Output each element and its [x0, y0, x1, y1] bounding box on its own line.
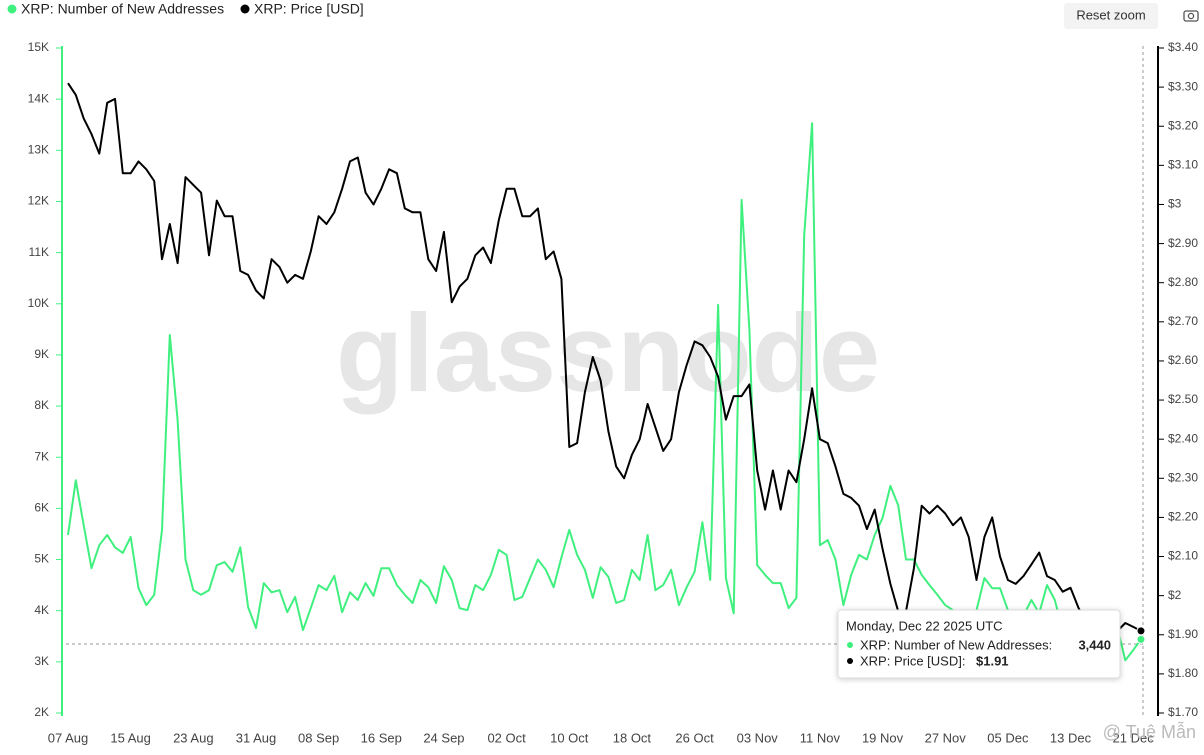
x-tick-label: 11 Nov	[800, 730, 841, 745]
y2-tick-label: $3.40	[1168, 40, 1198, 54]
tooltip-value: 3,440	[1078, 637, 1111, 652]
legend-marker	[240, 4, 250, 14]
y2-tick-label: $3.10	[1168, 158, 1198, 172]
reset-zoom-button[interactable]	[1064, 3, 1158, 29]
tooltip-box	[837, 609, 1121, 679]
y2-tick-label: $2.40	[1168, 431, 1198, 445]
x-tick-label: 26 Oct	[675, 730, 714, 745]
x-tick-label: 07 Aug	[48, 730, 89, 745]
y2-tick-label: $2.90	[1168, 236, 1198, 250]
x-tick-label: 23 Aug	[173, 730, 214, 745]
y-tick-label: 6K	[34, 501, 49, 515]
y-tick-label: 5K	[34, 552, 49, 566]
y2-tick-label: $2.20	[1168, 510, 1198, 524]
y2-tick-label: $2.80	[1168, 275, 1198, 289]
y-tick-label: 3K	[34, 654, 49, 668]
legend-marker	[7, 4, 17, 14]
hover-point	[1136, 634, 1146, 644]
x-tick-label: 03 Nov	[737, 730, 779, 745]
tooltip-marker	[847, 658, 853, 664]
y-tick-label: 12K	[28, 194, 49, 208]
watermark: glassnode	[336, 292, 880, 415]
x-tick-label: 15 Aug	[110, 730, 151, 745]
y-tick-label: 11K	[29, 245, 49, 259]
x-tick-label: 16 Sep	[361, 730, 402, 745]
y2-tick-label: $3	[1168, 197, 1182, 211]
y-tick-label: 15K	[28, 40, 49, 54]
x-tick-label: 21 Dec	[1113, 730, 1155, 745]
y2-tick-label: $3.30	[1168, 79, 1198, 93]
y2-tick-label: $2.60	[1168, 353, 1198, 367]
x-tick-label: 13 Dec	[1050, 730, 1092, 745]
legend-label[interactable]: XRP: Number of New Addresses	[21, 1, 224, 17]
tooltip-label: XRP: Price [USD]:	[860, 653, 965, 668]
tooltip: Monday, Dec 22 2025 UTC XRP: Number of N…	[837, 609, 1121, 679]
x-tick-label: 08 Sep	[298, 730, 339, 745]
camera-icon[interactable]	[1183, 10, 1199, 22]
y2-tick-label: $1.90	[1168, 627, 1198, 641]
tooltip-label: XRP: Number of New Addresses:	[860, 637, 1052, 652]
x-tick-label: 19 Nov	[862, 730, 904, 745]
hover-point	[1136, 626, 1146, 636]
x-tick-label: 05 Dec	[987, 730, 1029, 745]
y-tick-label: 7K	[34, 449, 49, 463]
x-tick-label: 18 Oct	[613, 730, 652, 745]
legend-label[interactable]: XRP: Price [USD]	[254, 1, 364, 17]
y-tick-label: 2K	[34, 705, 49, 719]
series-line	[67, 82, 1142, 644]
y2-tick-label: $1.70	[1168, 705, 1198, 719]
y2-tick-label: $1.80	[1168, 666, 1198, 680]
y-tick-label: 4K	[34, 603, 49, 617]
y-tick-label: 8K	[34, 398, 49, 412]
credit: @ Tuệ Mẫn	[1103, 721, 1196, 742]
y-tick-label: 9K	[34, 347, 49, 361]
y2-tick-label: $2.70	[1168, 314, 1198, 328]
tooltip-value: $1.91	[976, 653, 1009, 668]
y2-tick-label: $2.30	[1168, 470, 1198, 484]
y2-tick-label: $2	[1168, 588, 1182, 602]
x-tick-label: 31 Aug	[236, 730, 277, 745]
y2-tick-label: $2.10	[1168, 549, 1198, 563]
y-tick-label: 13K	[28, 142, 49, 156]
tooltip-marker	[847, 642, 853, 648]
y-tick-label: 14K	[28, 91, 49, 105]
x-tick-label: 02 Oct	[487, 730, 526, 745]
x-tick-label: 27 Nov	[925, 730, 967, 745]
x-tick-label: 10 Oct	[550, 730, 589, 745]
tooltip-title: Monday, Dec 22 2025 UTC	[846, 618, 1003, 633]
y-tick-label: 10K	[28, 296, 49, 310]
reset-zoom-label[interactable]: Reset zoom	[1076, 7, 1145, 22]
y2-tick-label: $2.50	[1168, 392, 1198, 406]
y2-tick-label: $3.20	[1168, 118, 1198, 132]
x-tick-label: 24 Sep	[423, 730, 464, 745]
